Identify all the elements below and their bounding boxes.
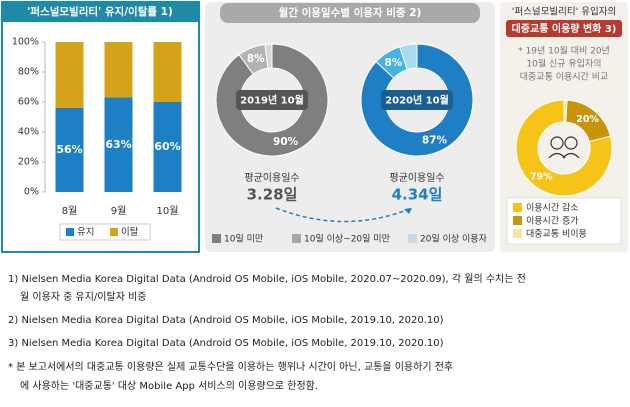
legend-label: 이탈: [121, 226, 139, 238]
panel-title: 대중교통 이용량 변화 3): [512, 22, 617, 35]
legend-swatch: [513, 216, 522, 225]
legend-swatch: [513, 203, 522, 212]
note-line: 10월 신규 유입자의: [526, 58, 601, 70]
data-label: 8%: [385, 57, 403, 69]
data-label: 79%: [530, 172, 553, 183]
legend-label: 이용시간 증가: [526, 216, 579, 227]
footnote: 1) Nielsen Media Korea Digital Data (And…: [8, 273, 526, 285]
footnote: * 본 보고서에서의 대중교통 이용량은 실제 교통수단을 이용하는 행위나 시…: [8, 360, 453, 373]
footnote: 3) Nielsen Media Korea Digital Data (And…: [8, 338, 444, 349]
center-label-box: [381, 90, 453, 110]
bar-segment: [55, 108, 84, 192]
average-title: 평균이용일수: [389, 172, 444, 184]
icon-body: [548, 152, 580, 159]
trend-arrow: [275, 207, 413, 223]
panel-header: [220, 3, 480, 23]
y-tick-label: 0%: [24, 187, 39, 198]
y-tick-label: 100%: [12, 37, 39, 48]
panel-header: [2, 2, 199, 22]
data-label: 8%: [247, 53, 265, 65]
average-value: 4.34일: [392, 186, 443, 204]
data-label: 60%: [154, 140, 180, 153]
icon-head: [550, 136, 564, 150]
legend-swatch: [408, 234, 417, 243]
panel-title: '퍼스널모빌리티' 유입자의: [512, 6, 616, 18]
bar-segment: [153, 42, 182, 102]
bar-segment: [104, 42, 133, 98]
legend-label: 대중교통 비이용: [526, 229, 587, 240]
y-tick-label: 60%: [18, 97, 39, 108]
note-line: 대중교통 이용시간 비교: [520, 72, 609, 83]
legend-label: 이용시간 감소: [526, 202, 579, 214]
data-label: 90%: [273, 136, 299, 148]
bar-segment: [55, 42, 84, 108]
legend-swatch: [66, 228, 74, 236]
average-title: 평균이용일수: [244, 172, 299, 184]
panel-title: 월간 이용일수별 이용자 비중 2): [279, 6, 422, 19]
donut-slice: [399, 43, 418, 71]
x-tick-label: 8월: [62, 205, 78, 217]
data-label: 63%: [105, 138, 131, 151]
data-label: 56%: [56, 143, 82, 156]
legend-box: [59, 223, 151, 241]
data-label: 87%: [422, 134, 448, 146]
donut-slice: [515, 99, 613, 197]
y-tick-label: 80%: [18, 67, 39, 78]
legend-swatch: [212, 234, 221, 243]
legend-box: [506, 197, 622, 245]
donut-slice: [215, 43, 329, 157]
donut-slice: [264, 43, 273, 69]
arrow-head: [404, 208, 412, 214]
average-value: 3.28일: [247, 186, 298, 204]
x-tick-label: 9월: [111, 205, 127, 217]
legend-label: 10일 이상~20일 미만: [304, 234, 390, 245]
legend-label: 10일 미만: [224, 234, 263, 245]
footnote: 월 이용자 중 유지/이탈자 비중: [20, 290, 146, 303]
bar-segment: [104, 97, 133, 192]
center-label: 2019년 10월: [240, 94, 304, 107]
legend-label: 20일 이상 이용자: [420, 234, 488, 245]
legend-swatch: [513, 229, 522, 238]
panel-title: '퍼스널모빌리티' 유지/이탈률 1): [27, 5, 173, 18]
note-line: * 19년 10월 대비 20년: [518, 45, 610, 57]
center-label: 2020년 10월: [385, 94, 449, 107]
legend-label: 유지: [77, 227, 94, 238]
panel-header: [506, 20, 622, 37]
y-tick-label: 40%: [18, 127, 39, 138]
icon-head: [564, 136, 578, 150]
panel-frame: [500, 2, 628, 252]
footnote: 2) Nielsen Media Korea Digital Data (And…: [8, 315, 444, 326]
footnote: 에 사용하는 '대중교통' 대상 Mobile App 서비스의 이용량으로 한…: [20, 379, 318, 392]
data-label: 20%: [576, 114, 599, 125]
legend-swatch: [292, 234, 301, 243]
center-label-box: [236, 90, 308, 110]
y-tick-label: 20%: [18, 157, 39, 168]
donut-slice: [360, 43, 474, 157]
bar-segment: [153, 102, 182, 192]
donut-slice: [563, 99, 568, 123]
x-tick-label: 10월: [157, 205, 179, 217]
legend-swatch: [110, 228, 118, 236]
